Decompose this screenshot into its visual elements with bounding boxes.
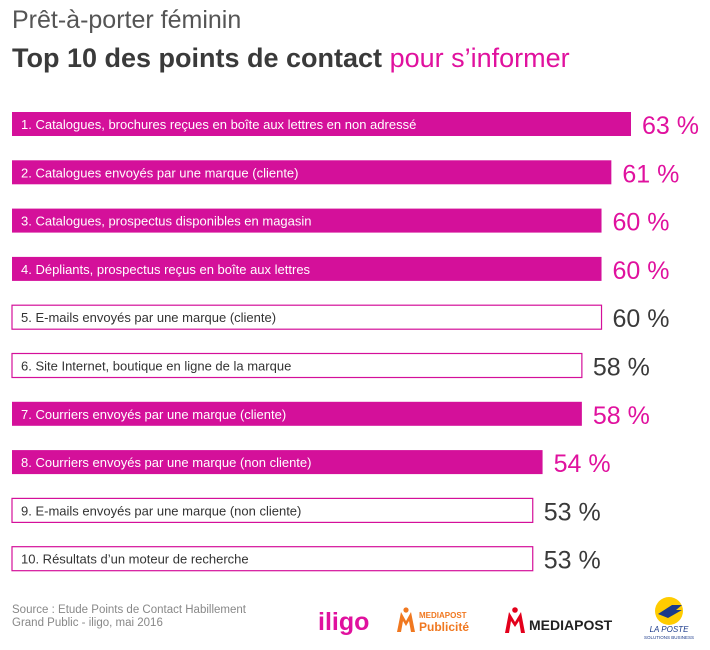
mediapost-publicite-bottom-text: Publicité <box>419 620 469 634</box>
value-label-4: 60 % <box>613 257 670 285</box>
value-label-2: 61 % <box>622 160 679 188</box>
bar-label-10: 10. Résultats d’un moteur de recherche <box>21 552 249 567</box>
source-line-2: Grand Public - iligo, mai 2016 <box>12 617 163 629</box>
value-label-3: 60 % <box>613 209 670 237</box>
bar-10 <box>11 546 534 572</box>
mediapost-publicite-dot-icon <box>403 607 409 613</box>
bar-label-8: 8. Courriers envoyés par une marque (non… <box>21 455 311 470</box>
la-poste-bird-icon <box>658 605 682 618</box>
source-note: Source : Etude Points de Contact Habille… <box>12 604 246 630</box>
value-label-1: 63 % <box>642 112 699 140</box>
chart-subtitle: Prêt-à-porter féminin <box>12 6 242 34</box>
la-poste-bottom-text: SOLUTIONS BUSINESS <box>644 635 694 640</box>
iligo-logo: iligo <box>318 608 369 636</box>
bar-label-4: 4. Dépliants, prospectus reçus en boîte … <box>21 262 311 277</box>
mediapost-dot-icon <box>512 607 518 613</box>
mediapost-logo-text: MEDIAPOST <box>529 617 613 633</box>
value-label-7: 58 % <box>593 402 650 430</box>
bar-7 <box>12 401 582 426</box>
iligo-logo-text: iligo <box>318 608 369 636</box>
bar-label-7: 7. Courriers envoyés par une marque (cli… <box>21 407 286 422</box>
mediapost-publicite-logo: MEDIAPOST Publicité <box>397 607 469 634</box>
bar-9 <box>11 497 534 523</box>
mediapost-publicite-top-text: MEDIAPOST <box>419 611 467 620</box>
bar-chart: 1. Catalogues, brochures reçues en boîte… <box>11 112 699 575</box>
la-poste-top-text: LA POSTE <box>650 625 689 634</box>
chart-title-accent: pour s’informer <box>389 43 570 73</box>
bar-label-9: 9. E-mails envoyés par une marque (non c… <box>21 503 301 518</box>
chart-title-main: Top 10 des points de contact <box>12 43 383 73</box>
value-label-9: 53 % <box>544 498 601 526</box>
value-label-10: 53 % <box>544 547 601 575</box>
bar-4 <box>12 256 602 281</box>
bar-label-3: 3. Catalogues, prospectus disponibles en… <box>21 214 312 229</box>
chart-title: Top 10 des points de contact pour s’info… <box>12 43 570 74</box>
value-label-8: 54 % <box>554 450 611 478</box>
bar-5 <box>11 304 603 330</box>
bar-3 <box>12 208 602 233</box>
mediapost-logo: MEDIAPOST <box>505 607 613 633</box>
mediapost-mark-icon <box>505 612 525 633</box>
bar-label-1: 1. Catalogues, brochures reçues en boîte… <box>21 117 416 132</box>
la-poste-logo: LA POSTE SOLUTIONS BUSINESS <box>644 597 694 640</box>
bar-label-5: 5. E-mails envoyés par une marque (clien… <box>21 310 276 325</box>
mediapost-publicite-mark-icon <box>397 612 415 632</box>
source-line-1: Source : Etude Points de Contact Habille… <box>12 604 246 616</box>
value-label-5: 60 % <box>613 305 670 333</box>
bar-2 <box>12 160 612 185</box>
bar-label-6: 6. Site Internet, boutique en ligne de l… <box>21 359 291 374</box>
bar-8 <box>12 450 543 475</box>
bar-label-2: 2. Catalogues envoyés par une marque (cl… <box>21 165 299 180</box>
bar-6 <box>11 352 583 379</box>
bar-1 <box>12 112 631 136</box>
value-label-6: 58 % <box>593 354 650 382</box>
